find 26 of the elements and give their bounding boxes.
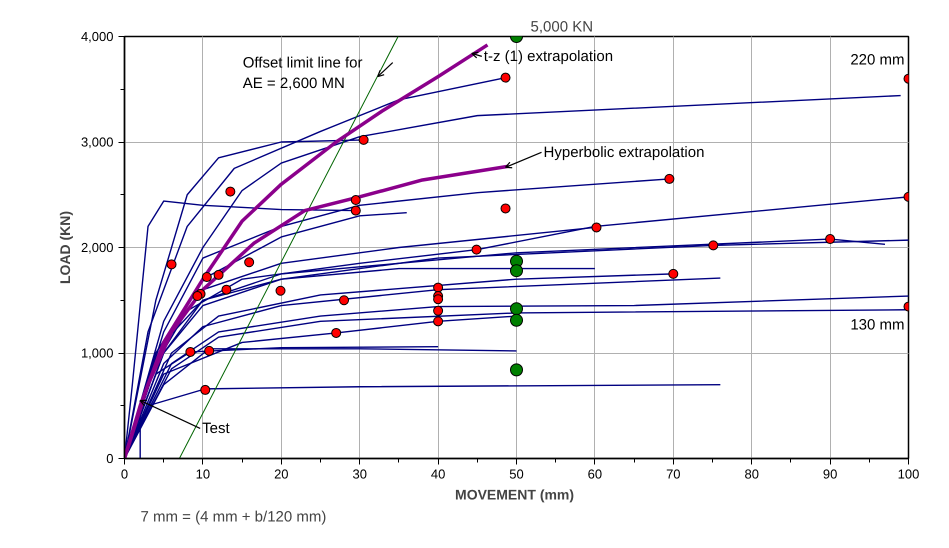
y-tick-label: 0 <box>106 451 114 466</box>
annotation: t-z (1) extrapolation <box>484 48 614 65</box>
x-tick-label: 70 <box>666 466 681 482</box>
x-tick-label: 80 <box>744 466 759 482</box>
x-tick-label: 0 <box>120 466 128 482</box>
x-axis-title: MOVEMENT (mm) <box>455 486 574 502</box>
text: 5,000 KN <box>530 18 594 36</box>
y-tick-label: 3,000 <box>80 134 114 150</box>
y-tick-label: 2,000 <box>80 240 114 255</box>
annotation: 130 mm <box>850 316 905 334</box>
text: 7 mm = (4 mm + b/120 mm) <box>140 508 326 526</box>
annotation: Test <box>202 420 231 437</box>
x-tick-label: 20 <box>274 466 289 482</box>
annotation: Offset limit line for AE = 2,600 MN <box>242 54 362 92</box>
y-axis-title: LOAD (KN) <box>56 210 73 284</box>
annotation: Hyperbolic extrapolation <box>544 144 704 161</box>
x-tick-label: 50 <box>509 466 524 482</box>
y-tick-label: 4,000 <box>80 29 114 44</box>
x-tick-label: 30 <box>352 466 367 482</box>
x-tick-label: 10 <box>196 466 210 482</box>
y-tick-label: 1,000 <box>80 346 114 360</box>
x-tick-label: 60 <box>588 466 602 482</box>
x-tick-label: 40 <box>430 466 446 482</box>
x-tick-label: 90 <box>822 466 838 482</box>
annotation: 220 mm <box>850 52 905 69</box>
x-tick-label: 100 <box>898 466 920 482</box>
